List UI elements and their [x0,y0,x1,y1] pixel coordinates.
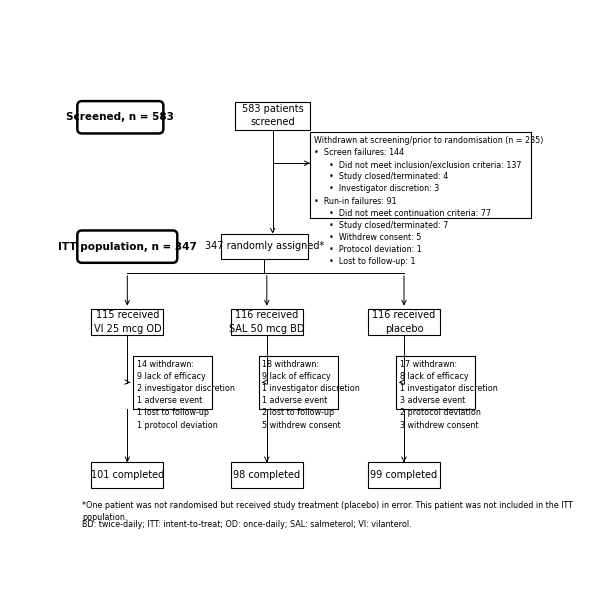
FancyBboxPatch shape [77,230,178,263]
FancyBboxPatch shape [221,233,308,259]
Text: Withdrawn at screening/prior to randomisation (n = 235)
•  Screen failures: 144
: Withdrawn at screening/prior to randomis… [314,136,543,266]
FancyBboxPatch shape [235,102,310,130]
FancyBboxPatch shape [91,463,163,488]
Text: 101 completed: 101 completed [91,470,164,480]
FancyBboxPatch shape [310,132,531,218]
FancyBboxPatch shape [133,356,212,409]
FancyBboxPatch shape [231,308,303,335]
Text: 17 withdrawn:
8 lack of efficacy
1 investigator discretion
3 adverse event
2 pro: 17 withdrawn: 8 lack of efficacy 1 inves… [400,360,497,430]
FancyBboxPatch shape [77,101,163,133]
Text: 98 completed: 98 completed [233,470,301,480]
FancyBboxPatch shape [368,308,440,335]
Text: 583 patients
screened: 583 patients screened [242,104,304,127]
FancyBboxPatch shape [396,356,475,409]
FancyBboxPatch shape [368,463,440,488]
Text: 18 withdrawn:
9 lack of efficacy
1 investigator discretion
1 adverse event
2 los: 18 withdrawn: 9 lack of efficacy 1 inves… [262,360,360,430]
Text: *One patient was not randomised but received study treatment (placebo) in error.: *One patient was not randomised but rece… [82,501,573,521]
Text: 116 received
SAL 50 mcg BD: 116 received SAL 50 mcg BD [229,310,305,334]
FancyBboxPatch shape [91,308,163,335]
Text: Screened, n = 583: Screened, n = 583 [67,112,174,122]
FancyBboxPatch shape [231,463,303,488]
Text: ITT population, n = 347: ITT population, n = 347 [58,242,197,251]
Text: 116 received
placebo: 116 received placebo [373,310,436,334]
Text: 115 received
VI 25 mcg OD: 115 received VI 25 mcg OD [94,310,161,334]
Text: BD: twice-daily; ITT: intent-to-treat; OD: once-daily; SAL: salmeterol; VI: vila: BD: twice-daily; ITT: intent-to-treat; O… [82,520,412,529]
Text: 347 randomly assigned*: 347 randomly assigned* [205,241,324,251]
FancyBboxPatch shape [259,356,338,409]
Text: 99 completed: 99 completed [370,470,437,480]
Text: 14 withdrawn:
9 lack of efficacy
2 investigator discretion
1 adverse event
1 los: 14 withdrawn: 9 lack of efficacy 2 inves… [137,360,235,430]
